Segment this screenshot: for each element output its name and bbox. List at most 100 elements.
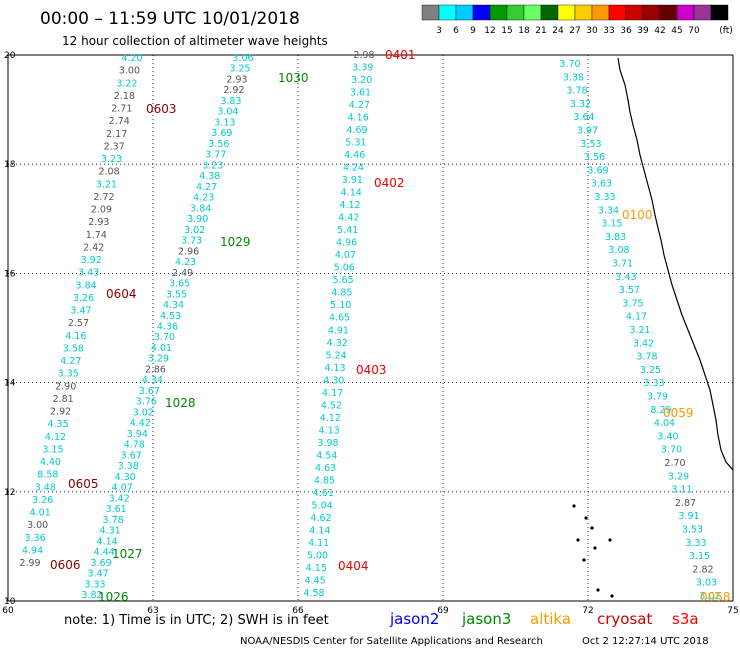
track-value-jason3: 4.14 [97, 536, 118, 547]
colorbar-label: 39 [637, 26, 649, 36]
track-value-altika: 3.78 [636, 352, 657, 363]
legend-cryosat: cryosat [597, 610, 652, 628]
track-value-altika: 3.83 [605, 232, 626, 243]
colorbar-swatch [710, 4, 729, 21]
map-title: 00:00 – 11:59 UTC 10/01/2018 [40, 9, 300, 29]
colorbar-swatch [557, 4, 576, 21]
track-value-s3a: 5.00 [307, 550, 328, 561]
track-value-altika: 3.21 [629, 325, 650, 336]
axis-labels: 60 63 66 69 72 75 20 18 16 14 12 10 [2, 51, 738, 616]
legend: note: 1) Time is in UTC; 2) SWH is in fe… [64, 610, 699, 628]
track-value-cryosat: 2.74 [109, 116, 130, 127]
colorbar-label: 33 [603, 26, 614, 36]
colorbar-swatch [540, 4, 559, 21]
track-value-s3a: 4.63 [315, 463, 336, 474]
track-time-label-altika: 0058 [700, 590, 731, 604]
legend-s3a: s3a [672, 610, 699, 628]
track-value-altika: 3.25 [640, 365, 661, 376]
track-value-s3a: 4.16 [348, 113, 369, 124]
track-time-label-jason3: 1028 [165, 396, 196, 410]
track-value-cryosat: 1.74 [86, 230, 107, 241]
track-value-cryosat: 3.58 [63, 343, 84, 354]
track-value-altika: 3.75 [622, 298, 643, 309]
island-mark [584, 516, 588, 520]
track-value-jason3: 4.44 [94, 547, 115, 558]
track-value-cryosat: 3.26 [73, 293, 94, 304]
track-value-jason3: 3.38 [118, 461, 139, 472]
x-tick-label: 69 [437, 606, 449, 616]
track-value-jason3: 3.25 [229, 64, 250, 75]
colorbar-swatch [642, 4, 661, 21]
track-time-label-jason3: 1030 [278, 71, 309, 85]
track-value-s3a: 4.65 [329, 313, 350, 324]
track-value-cryosat: 8.58 [37, 470, 58, 481]
track-value-jason3: 3.55 [166, 289, 187, 300]
track-value-cryosat: 2.57 [68, 318, 89, 329]
island-mark [576, 538, 580, 542]
track-value-jason3: 4.34 [142, 375, 163, 386]
track-value-jason3: 2.86 [145, 364, 166, 375]
track-value-cryosat: 4.27 [60, 356, 81, 367]
track-value-altika: 3.97 [577, 126, 598, 137]
track-value-jason3: 3.61 [106, 504, 127, 515]
track-value-s3a: 4.91 [328, 325, 349, 336]
track-value-s3a: 5.24 [326, 350, 347, 361]
track-time-label-s3a: 0401 [385, 48, 416, 62]
track-value-s3a: 4.45 [305, 575, 326, 586]
track-value-jason3: 3.56 [208, 139, 229, 150]
track-value-altika: 3.32 [570, 99, 591, 110]
track-value-jason3: 2.49 [172, 268, 193, 279]
track-value-jason3: 3.23 [202, 160, 223, 171]
track-value-altika: 3.42 [633, 338, 654, 349]
map-border [7, 54, 734, 602]
track-value-s3a: 4.96 [336, 238, 357, 249]
track-value-jason3: 4.53 [160, 311, 181, 322]
track-value-jason3: 2.92 [223, 85, 244, 96]
track-value-cryosat: 3.35 [58, 369, 79, 380]
track-value-altika: 3.43 [615, 272, 636, 283]
track-value-cryosat: 3.23 [101, 154, 122, 165]
track-value-altika: 3.71 [612, 259, 633, 270]
track-value-jason3: 3.65 [169, 279, 190, 290]
colorbar-label: 12 [484, 26, 495, 36]
track-value-s3a: 4.46 [344, 150, 365, 161]
y-tick-label: 16 [4, 269, 16, 279]
colorbar-swatch [625, 4, 644, 21]
track-value-altika: 3.29 [668, 471, 689, 482]
colorbar-label: 27 [569, 26, 580, 36]
track-time-label-jason3: 1026 [98, 590, 129, 604]
track-value-jason3: 3.67 [121, 450, 142, 461]
track-value-s3a: 2.98 [353, 50, 374, 61]
track-value-cryosat: 2.93 [88, 217, 109, 228]
track-value-jason3: 4.07 [112, 483, 133, 494]
track-time-label-jason3: 1029 [220, 235, 251, 249]
track-value-altika: 3.33 [594, 192, 615, 203]
island-mark [596, 588, 600, 592]
track-value-cryosat: 2.92 [50, 407, 71, 418]
track-value-s3a: 4.07 [335, 250, 356, 261]
track-value-jason3: 3.70 [154, 332, 175, 343]
colorbar-label: 36 [620, 26, 632, 36]
colorbar-swatch [574, 4, 593, 21]
legend-note: note: 1) Time is in UTC; 2) SWH is in fe… [64, 613, 329, 628]
track-value-jason3: 3.69 [211, 128, 232, 139]
track-value-altika: 3.03 [696, 578, 717, 589]
footer-timestamp: Oct 2 12:27:14 UTC 2018 [582, 636, 709, 647]
track-value-s3a: 4.85 [314, 475, 335, 486]
track-value-jason3: 3.76 [136, 397, 157, 408]
track-value-jason3: 4.31 [100, 526, 121, 537]
track-value-s3a: 3.61 [350, 88, 371, 99]
colorbar-swatch [421, 4, 440, 21]
track-value-altika: 2.70 [664, 458, 685, 469]
track-value-jason3: 4.27 [196, 182, 217, 193]
track-value-cryosat: 3.26 [32, 495, 53, 506]
track-value-jason3: 3.67 [139, 386, 160, 397]
track-value-altika: 3.08 [608, 245, 629, 256]
satellite-tracks: 3.823.333.473.694.444.144.313.783.613.42… [19, 50, 720, 602]
track-value-s3a: 4.13 [324, 363, 345, 374]
track-value-s3a: 3.98 [317, 438, 338, 449]
track-value-cryosat: 2.99 [19, 558, 40, 569]
track-value-cryosat: 3.84 [76, 280, 97, 291]
track-value-s3a: 5.31 [345, 138, 366, 149]
track-value-s3a: 4.54 [316, 450, 337, 461]
